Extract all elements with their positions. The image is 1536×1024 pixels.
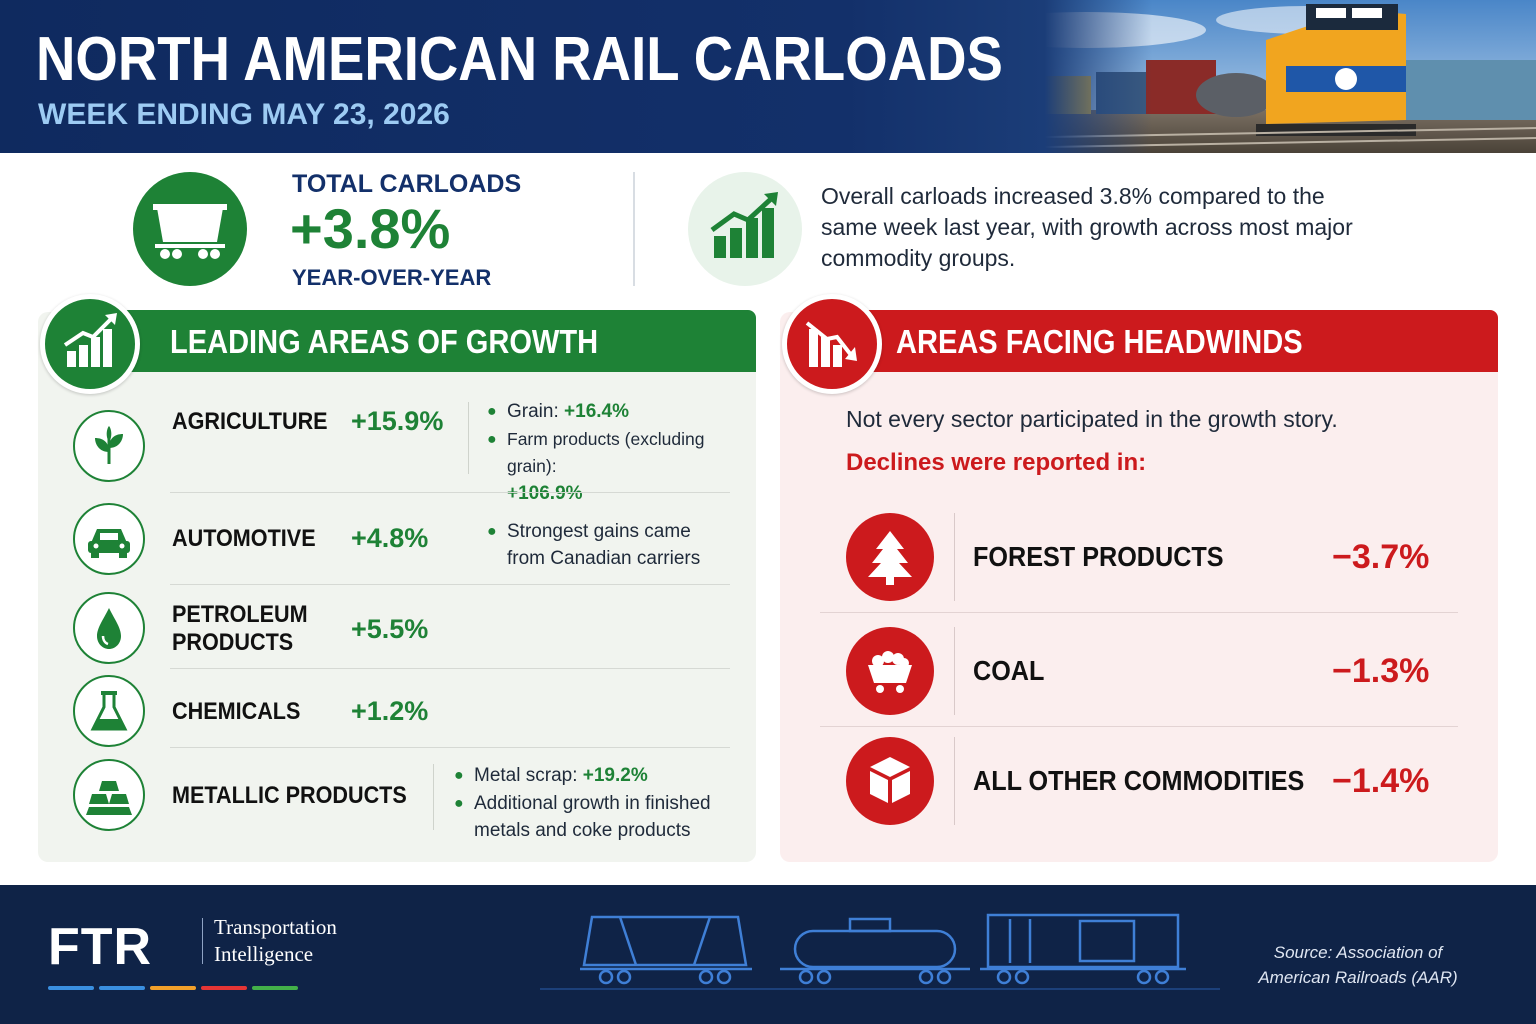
growth-header-band xyxy=(98,310,756,372)
headwinds-title: AREAS FACING HEADWINDS xyxy=(896,323,1303,360)
bullet-item: ● Strongest gains came from Canadian carr… xyxy=(487,521,701,569)
metal-bars-icon xyxy=(73,759,145,831)
bullet-item: ● Metal scrap: +19.2% xyxy=(454,765,648,786)
bullet-item: ● Grain: +16.4% xyxy=(487,401,630,422)
railcar-outline-illustration xyxy=(540,913,1220,990)
category-percent: +4.8% xyxy=(351,523,429,553)
bullet-item: ● Farm products (excluding grain): +106.9… xyxy=(487,429,705,504)
row-divider xyxy=(820,726,1458,727)
category-percent: +5.5% xyxy=(351,614,429,644)
row-divider xyxy=(170,668,730,669)
bullet-item: ● Additional growth in finished metals an… xyxy=(454,793,711,841)
divider xyxy=(433,764,434,830)
headwinds-intro: Not every sector participated in the gro… xyxy=(846,406,1338,432)
growth-chart-icon xyxy=(688,172,802,286)
oil-drop-icon xyxy=(73,592,145,664)
divider xyxy=(954,737,955,825)
tree-icon xyxy=(846,513,934,601)
divider xyxy=(954,627,955,715)
logo-stripe xyxy=(252,986,298,990)
row-divider xyxy=(170,492,730,493)
logo-subtitle: Transportation Intelligence xyxy=(214,915,337,966)
logo-divider xyxy=(202,918,203,964)
logo-stripe xyxy=(150,986,196,990)
decline-chart-icon xyxy=(782,294,882,394)
row-divider xyxy=(170,584,730,585)
divider xyxy=(954,513,955,601)
header: NORTH AMERICAN RAIL CARLOADS WEEK ENDING… xyxy=(0,0,1536,153)
footer xyxy=(0,885,1536,1024)
source-note: Source: Association of American Railroad… xyxy=(1258,943,1458,987)
sprout-icon xyxy=(73,410,145,482)
summary-text: Overall carloads increased 3.8% compared… xyxy=(821,183,1353,271)
category-name: CHEMICALS xyxy=(172,698,301,725)
box-icon xyxy=(846,737,934,825)
decline-name: COAL xyxy=(973,655,1045,686)
header-gradient xyxy=(0,0,1536,153)
decline-percent: −1.4% xyxy=(1332,762,1430,800)
row-divider xyxy=(170,747,730,748)
page-subtitle: WEEK ENDING MAY 23, 2026 xyxy=(38,98,450,131)
page-title: NORTH AMERICAN RAIL CARLOADS xyxy=(36,25,1003,94)
declines-label: Declines were reported in: xyxy=(846,449,1147,476)
logo-stripe xyxy=(48,986,94,990)
category-name: AUTOMOTIVE xyxy=(172,525,316,552)
growth-panel xyxy=(38,312,756,862)
total-label: TOTAL CARLOADS xyxy=(292,170,522,198)
divider xyxy=(468,402,469,474)
logo-stripe xyxy=(201,986,247,990)
category-name: AGRICULTURE xyxy=(172,408,328,435)
growth-chart-icon xyxy=(40,294,140,394)
decline-percent: −3.7% xyxy=(1332,538,1430,576)
decline-percent: −1.3% xyxy=(1332,652,1430,690)
coal-car-icon xyxy=(846,627,934,715)
decline-name: FOREST PRODUCTS xyxy=(973,541,1224,572)
category-percent: +1.2% xyxy=(351,696,429,726)
row-divider xyxy=(820,612,1458,613)
hopper-car-icon xyxy=(133,172,247,286)
car-icon xyxy=(73,503,145,575)
total-subtitle: YEAR-OVER-YEAR xyxy=(292,265,492,290)
total-value: +3.8% xyxy=(290,197,451,260)
headwinds-header-band xyxy=(840,310,1498,372)
category-name: PETROLEUM PRODUCTS xyxy=(172,601,308,656)
ftr-logo: FTR xyxy=(48,918,153,976)
divider xyxy=(633,172,635,286)
logo-stripe xyxy=(99,986,145,990)
flask-icon xyxy=(73,675,145,747)
category-name: METALLIC PRODUCTS xyxy=(172,782,407,809)
growth-title: LEADING AREAS OF GROWTH xyxy=(170,323,599,360)
decline-name: ALL OTHER COMMODITIES xyxy=(973,765,1305,796)
category-percent: +15.9% xyxy=(351,406,444,436)
